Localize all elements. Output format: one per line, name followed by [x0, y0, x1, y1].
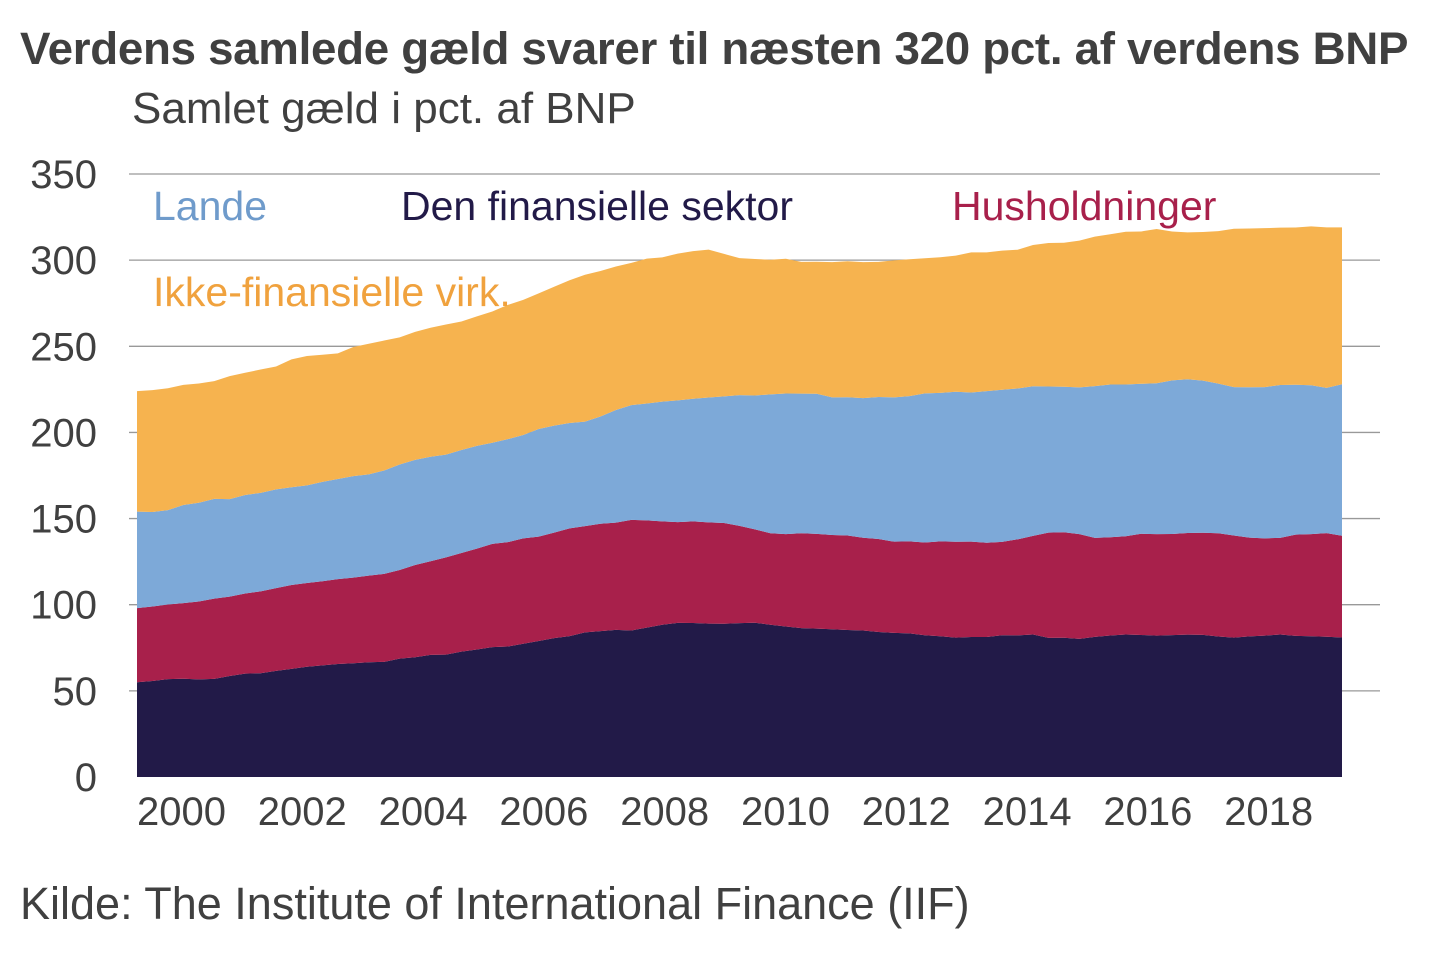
svg-text:2006: 2006	[499, 790, 588, 834]
svg-text:150: 150	[30, 498, 97, 542]
svg-text:50: 50	[53, 670, 98, 714]
svg-text:2018: 2018	[1224, 790, 1313, 834]
svg-text:200: 200	[30, 411, 97, 455]
svg-text:2002: 2002	[258, 790, 347, 834]
svg-text:2016: 2016	[1103, 790, 1192, 834]
svg-text:2012: 2012	[862, 790, 951, 834]
svg-text:2004: 2004	[379, 790, 468, 834]
svg-text:0: 0	[75, 756, 97, 800]
svg-text:2000: 2000	[137, 790, 226, 834]
svg-text:100: 100	[30, 584, 97, 628]
svg-text:2010: 2010	[741, 790, 830, 834]
svg-text:300: 300	[30, 239, 97, 283]
svg-text:250: 250	[30, 325, 97, 369]
svg-text:2014: 2014	[983, 790, 1072, 834]
svg-text:350: 350	[30, 153, 97, 197]
svg-text:2008: 2008	[620, 790, 709, 834]
